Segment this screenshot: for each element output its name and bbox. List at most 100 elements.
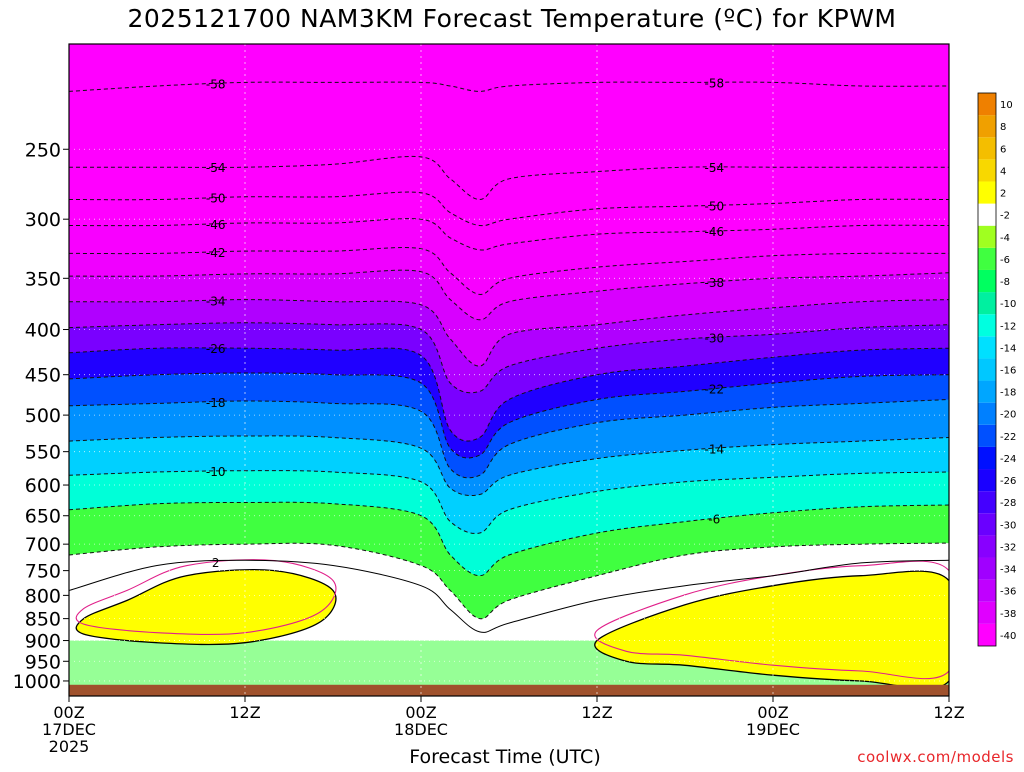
colorbar-swatch [978, 380, 996, 403]
contour-label: -58 [206, 78, 226, 92]
colorbar-swatch [978, 247, 996, 270]
isotherm-line [69, 347, 949, 442]
y-tick-label: 800 [25, 585, 61, 607]
x-tick-label: 12Z [229, 703, 260, 722]
colorbar-label: -12 [1000, 321, 1016, 332]
y-tick-label: 650 [25, 506, 61, 528]
colorbar-label: -20 [1000, 410, 1016, 421]
colorbar-label: 10 [1000, 100, 1013, 111]
x-tick-label: 18DEC [394, 720, 448, 739]
colorbar-swatch [978, 469, 996, 492]
colorbar-swatch [978, 137, 996, 160]
contour-label: -50 [705, 199, 725, 213]
colorbar-swatch [978, 491, 996, 514]
x-tick-label: 00Z [757, 703, 788, 722]
source-credit[interactable]: coolwx.com/models [857, 748, 1014, 766]
colorbar-swatch [978, 269, 996, 293]
isotherm-line [69, 299, 949, 367]
contour-label: -18 [206, 396, 226, 410]
contour-label: -58 [705, 76, 725, 90]
isotherm-line [69, 542, 949, 620]
isotherm-line [69, 247, 949, 295]
isotherm-line [69, 435, 949, 497]
contour-label: -54 [705, 161, 725, 175]
colorbar-label: -2 [1000, 211, 1010, 222]
y-tick-label: 500 [25, 405, 61, 427]
colorbar-swatch [978, 336, 996, 359]
colorbar-label: -36 [1000, 587, 1016, 598]
colorbar-swatch [978, 159, 996, 182]
x-tick-label: 2025 [49, 737, 90, 756]
y-tick-label: 600 [25, 475, 61, 497]
y-tick-label: 700 [25, 534, 61, 556]
isotherm-line [69, 399, 949, 479]
colorbar-label: -4 [1000, 233, 1010, 244]
contour-label: -10 [206, 465, 226, 479]
colorbar-swatch [978, 181, 996, 204]
y-tick-label: 300 [25, 209, 61, 231]
x-tick-label: 17DEC [42, 720, 96, 739]
x-tick-label: 12Z [933, 703, 964, 722]
y-tick-label: 350 [25, 268, 61, 290]
x-tick-label: 12Z [581, 703, 612, 722]
colorbar-label: -38 [1000, 609, 1016, 620]
colorbar-swatch [978, 601, 996, 624]
lower-warm-layer [75, 569, 337, 646]
isotherm-line [69, 470, 949, 534]
y-tick-label: 950 [25, 651, 61, 673]
y-tick-label: 400 [25, 320, 61, 342]
colorbar-label: -10 [1000, 299, 1016, 310]
isotherm-line [69, 218, 949, 251]
contour-label: -14 [705, 442, 725, 456]
colorbar-swatch [978, 623, 996, 646]
colorbar-swatch [978, 402, 996, 425]
contour-label: -22 [705, 383, 725, 397]
contour-label: -26 [206, 342, 226, 356]
y-tick-label: 450 [25, 365, 61, 387]
right-warm-layer [594, 570, 949, 690]
isotherm-line [69, 269, 949, 321]
contour-label: -30 [705, 331, 725, 345]
x-tick-label: 19DEC [746, 720, 800, 739]
isotherm-line [69, 155, 949, 201]
colorbar-swatch [978, 115, 996, 138]
isotherm-line [69, 191, 949, 227]
y-tick-label: 1000 [13, 671, 61, 693]
colorbar-label: 4 [1000, 166, 1006, 177]
colorbar-label: -34 [1000, 565, 1016, 576]
colorbar-label: -24 [1000, 454, 1016, 465]
colorbar-label: 2 [1000, 189, 1006, 200]
contour-label: -6 [708, 513, 720, 527]
isotherm-line [69, 322, 949, 394]
x-tick-label: 00Z [405, 703, 436, 722]
colorbar-label: -26 [1000, 476, 1016, 487]
colorbar-swatch [978, 358, 996, 381]
isotherm-line [69, 501, 949, 577]
isotherm-line [69, 81, 949, 92]
colorbar-label: -16 [1000, 366, 1016, 377]
colorbar-swatch [978, 292, 996, 315]
right-warm-layer-pink-isoline [594, 560, 949, 680]
colorbar-label: -22 [1000, 432, 1016, 443]
chart-title: 2025121700 NAM3KM Forecast Temperature (… [127, 4, 897, 33]
y-tick-label: 850 [25, 609, 61, 631]
colorbar-label: -30 [1000, 520, 1016, 531]
colorbar-label: -40 [1000, 631, 1016, 642]
ground-surface [69, 684, 949, 696]
colorbar-swatch [978, 93, 996, 116]
colorbar-swatch [978, 424, 996, 447]
colorbar-label: 6 [1000, 144, 1006, 155]
colorbar-swatch [978, 579, 996, 602]
colorbar-label: -8 [1000, 277, 1010, 288]
colorbar-label: -32 [1000, 542, 1016, 553]
contour-label: 2 [212, 556, 220, 570]
colorbar-swatch [978, 557, 996, 580]
colorbar-frame [977, 92, 997, 647]
isotherm-line [69, 372, 949, 459]
colorbar-label: -28 [1000, 498, 1016, 509]
colorbar-label: -14 [1000, 343, 1016, 354]
colorbar-label: 8 [1000, 122, 1006, 133]
y-tick-label: 250 [25, 139, 61, 161]
